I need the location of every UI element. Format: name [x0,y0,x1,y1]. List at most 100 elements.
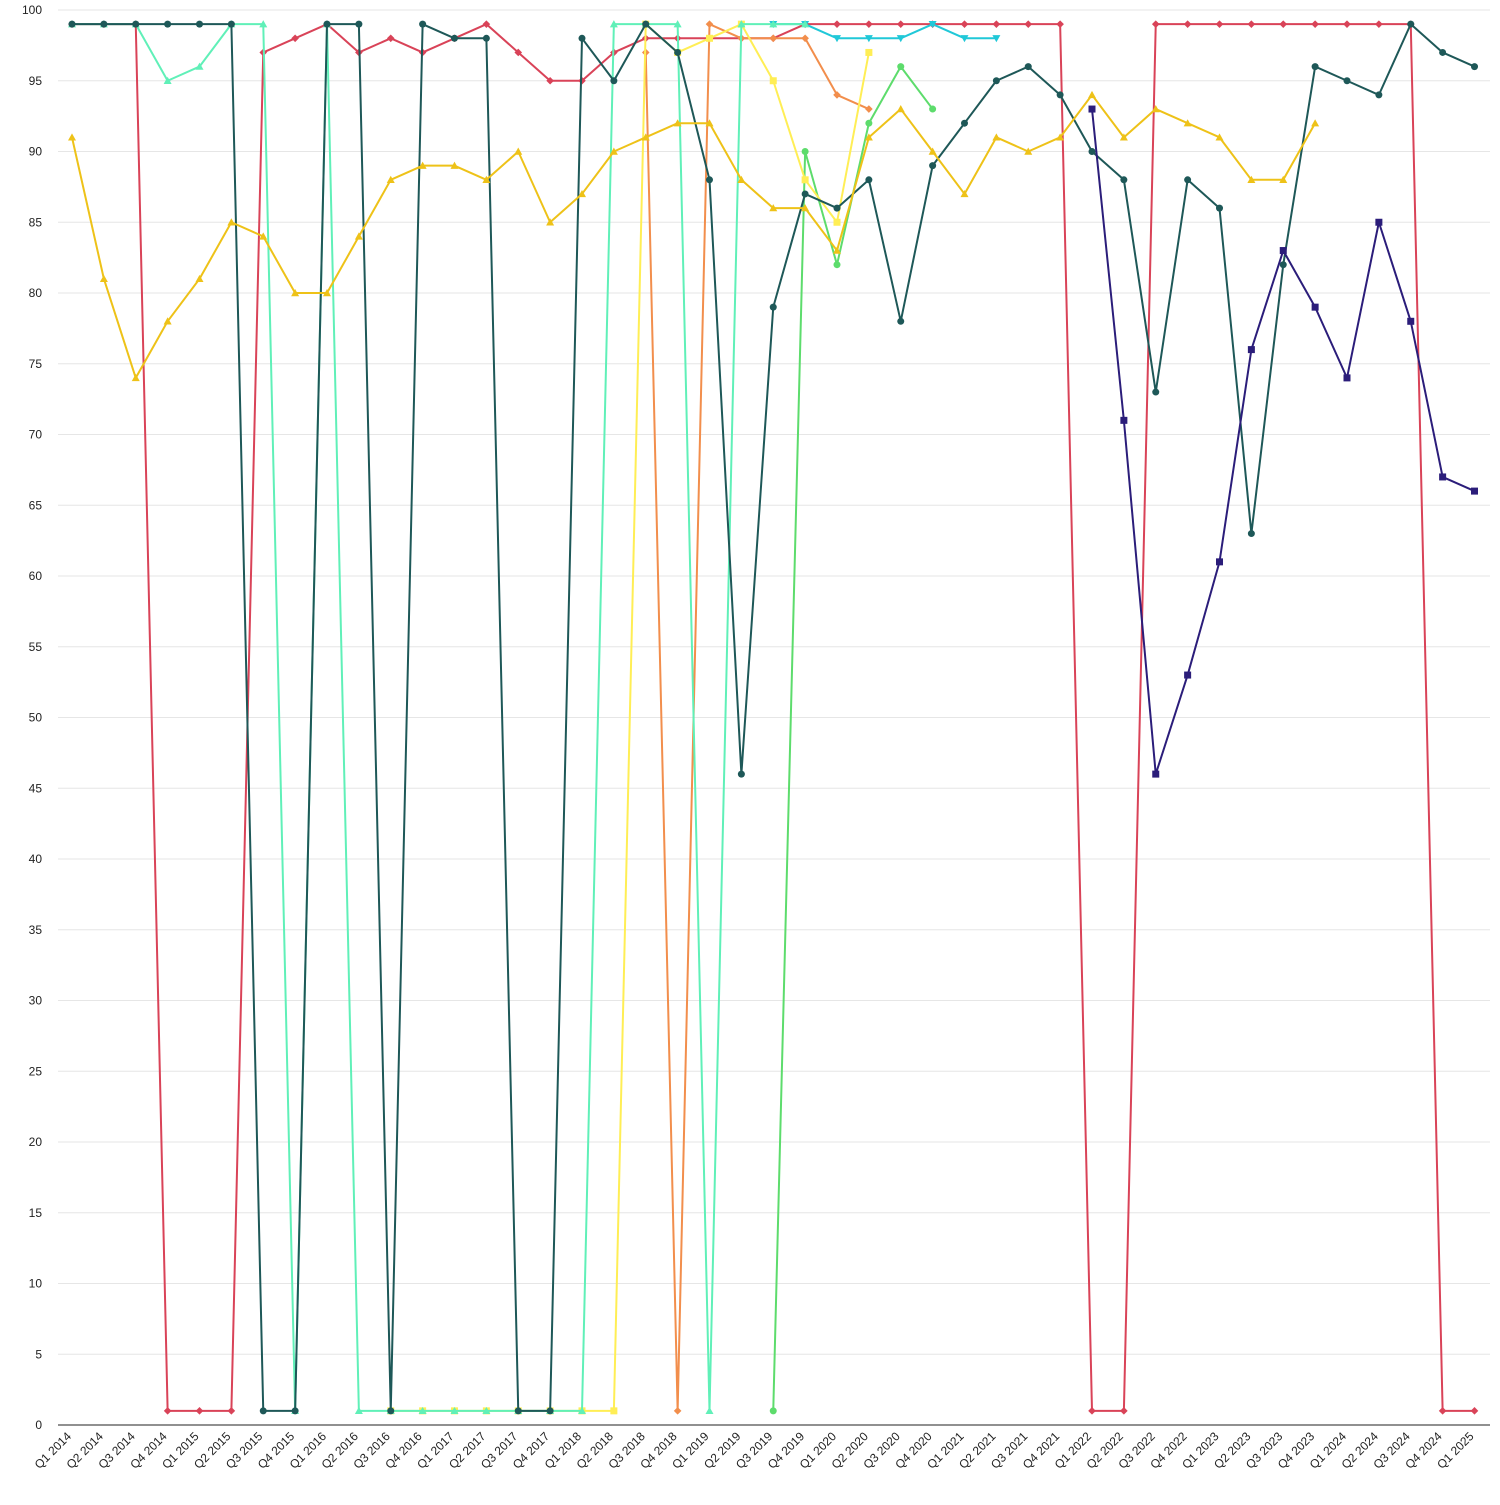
series-group [68,20,1479,1415]
data-point [897,317,905,325]
data-point [291,34,299,43]
data-point [1247,175,1256,183]
data-point [1216,204,1223,212]
y-tick-label: 80 [29,286,43,300]
data-point [865,48,873,56]
data-point [514,147,523,155]
data-point [801,20,810,28]
data-point [450,1406,459,1415]
data-point [1375,218,1383,226]
data-point [1151,105,1160,113]
data-point [1088,105,1096,113]
data-point [1279,20,1288,28]
data-point [578,1406,586,1415]
data-point [323,289,331,297]
data-point [896,20,905,28]
data-point [1183,20,1192,28]
data-point [641,133,650,141]
data-point [673,1407,682,1415]
data-point [1247,530,1255,538]
data-point [642,20,650,28]
data-point [418,161,427,169]
data-point [1311,20,1319,28]
data-point [419,20,427,28]
y-axis: 0 5 10 15 20 25 30 35 40 45 50 55 60 65 70 75 80 85 90 95 10… [22,3,42,1432]
data-point [196,20,203,28]
data-point [928,20,937,29]
data-point [164,20,172,28]
data-point [386,175,395,183]
data-point [833,261,841,269]
data-point [1471,63,1478,71]
data-point [227,20,235,28]
data-point [1470,1407,1479,1415]
data-point [1215,133,1224,141]
data-point [992,20,1001,28]
data-point [1439,48,1447,56]
data-point [514,1407,522,1415]
data-point [291,289,300,297]
data-point [291,1407,299,1415]
data-point [960,35,969,43]
data-point [482,34,490,42]
data-point [1279,261,1287,269]
data-point [1088,90,1096,99]
data-point [1407,20,1415,28]
data-point [673,20,682,28]
data-point [706,34,713,42]
data-point [992,133,1001,141]
data-point [355,20,363,28]
y-tick-label: 15 [29,1206,43,1220]
data-point [960,189,969,198]
data-point [801,190,809,198]
data-point [1088,148,1096,155]
y-tick-label: 30 [29,994,43,1008]
data-point [1152,388,1160,396]
data-point [737,175,746,183]
data-point [1024,63,1032,71]
y-tick-label: 70 [29,428,43,442]
y-tick-label: 90 [29,145,43,159]
data-point [769,1407,777,1415]
data-point [354,1406,363,1415]
y-tick-label: 20 [29,1135,43,1149]
data-point [195,274,204,283]
data-point [1056,133,1065,141]
data-point [610,1407,618,1415]
data-point [482,175,491,183]
data-point [195,1407,204,1415]
data-point [1343,77,1351,85]
data-point [992,77,1000,85]
data-point [1438,1407,1447,1415]
data-point [227,1407,236,1415]
data-point [259,1407,267,1415]
data-point [323,20,331,28]
data-point [897,63,905,71]
data-point [1407,317,1415,325]
y-tick-label: 75 [29,357,43,371]
data-point [451,34,458,42]
data-point [769,303,777,311]
data-point [1215,20,1224,28]
data-point [1024,147,1033,155]
data-point [386,34,395,43]
data-point [1311,63,1319,71]
y-tick-label: 25 [29,1064,43,1078]
data-point [864,35,873,43]
data-point [769,77,777,85]
data-point [705,119,714,127]
data-point [99,274,108,283]
data-point [1183,119,1192,127]
data-point [100,20,108,28]
data-point [865,119,873,127]
data-point [450,161,459,169]
data-point [609,20,618,28]
y-tick-label: 40 [29,852,43,866]
data-point [259,232,268,240]
data-point [833,35,841,43]
data-point [68,133,76,141]
y-tick-label: 45 [29,781,43,795]
